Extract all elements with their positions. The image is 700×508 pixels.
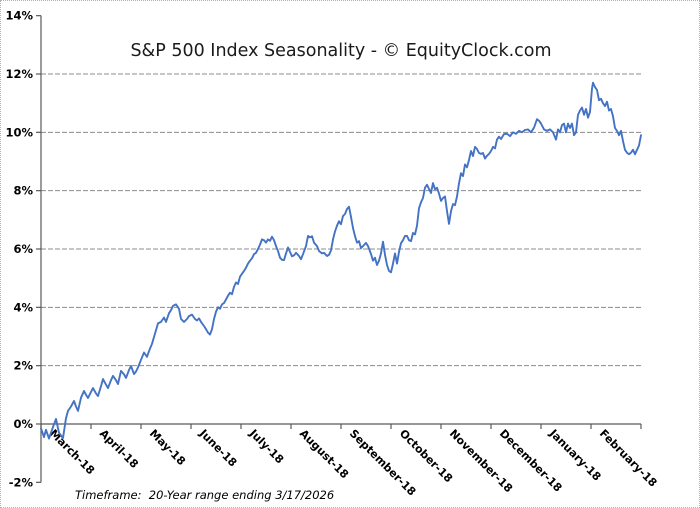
x-tick-label: May-18 (147, 427, 188, 468)
y-tick-label: 12% (5, 67, 33, 81)
y-tick-label: 8% (13, 184, 33, 198)
x-tick-label: March-18 (47, 427, 97, 477)
timeframe-footnote: Timeframe: 20-Year range ending 3/17/202… (75, 488, 335, 502)
x-tick-label: June-18 (196, 426, 239, 469)
x-tick-label: February-18 (597, 427, 660, 490)
y-tick-label: 10% (5, 125, 33, 139)
y-tick-label: 0% (13, 417, 33, 431)
y-tick-label: 14% (5, 9, 33, 23)
x-tick-label: August-18 (297, 427, 351, 481)
y-tick-label: 6% (13, 242, 33, 256)
y-tick-label: 2% (13, 359, 33, 373)
x-tick-label: July-18 (246, 426, 286, 466)
x-tick-label: April-18 (97, 427, 141, 471)
y-tick-label: -2% (9, 475, 34, 489)
chart-title: S&P 500 Index Seasonality - © EquityCloc… (130, 41, 552, 61)
y-tick-label: 4% (13, 300, 33, 314)
seasonality-line (40, 81, 642, 440)
